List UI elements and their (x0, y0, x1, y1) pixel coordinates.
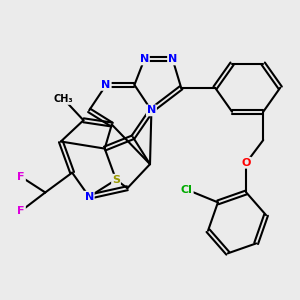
Text: Cl: Cl (181, 184, 193, 195)
Text: F: F (17, 172, 25, 182)
Text: S: S (112, 175, 120, 185)
Text: N: N (140, 54, 149, 64)
Text: N: N (101, 80, 111, 90)
Text: N: N (168, 54, 177, 64)
Text: N: N (147, 105, 156, 116)
Text: O: O (242, 158, 251, 168)
Text: N: N (85, 192, 94, 202)
Text: CH₃: CH₃ (54, 94, 74, 104)
Text: F: F (17, 206, 25, 216)
